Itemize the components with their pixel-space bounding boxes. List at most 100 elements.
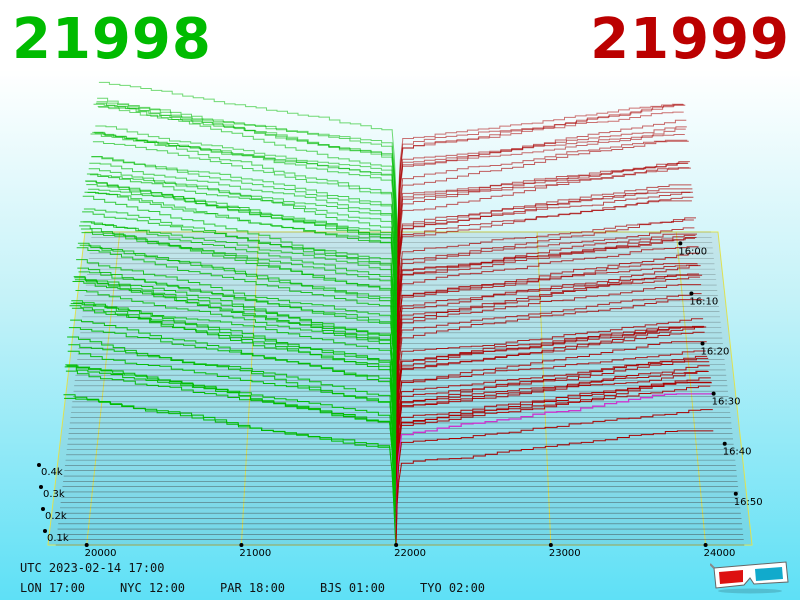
ask-depth-line [395,409,713,539]
bid-depth-line [91,156,398,296]
ask-depth-line [396,341,707,476]
ask-depth-line [395,361,710,502]
bid-depth-line [84,191,398,359]
bid-depth-line [76,247,397,428]
bid-depth-line [63,394,397,545]
ask-depth-line [396,252,700,402]
axis-labels: 20000 21000 22000 23000 24000 0.1k 0.2k 0.3k 0.4… [37,241,763,559]
time-tick-label: 16:00 [678,246,707,257]
bid-depth-line [67,336,397,513]
ask-depth-line [396,265,701,412]
volume-tick-marker [37,463,41,467]
bid-depth-line [96,101,398,253]
bid-depth-line [66,365,397,518]
bid-depth-line [75,290,397,439]
time-tick-marker [689,291,694,296]
price-tick-marker [548,543,553,547]
tz-paris: PAR 18:00 [220,581,286,595]
price-tick-label: 21000 [239,548,271,559]
bid-depth-line [77,267,397,423]
bid-depth-line [88,188,398,327]
bid-depth-line [86,173,398,338]
ask-depth-line [395,365,710,508]
ask-depth-line [396,217,696,364]
time-tick-marker [711,391,716,396]
ask-depth-line [395,430,714,545]
floor-tint [48,232,752,545]
time-tick-label: 16:30 [712,397,741,408]
bid-depth-line [68,344,397,502]
ask-depth-line [396,233,697,375]
time-tick-marker [678,241,683,246]
ask-depth-line [397,140,689,290]
bid-depth-line [68,327,397,497]
bid-depth-line [90,133,398,306]
volume-tick-label: 0.2k [45,511,67,522]
ask-depth-line [396,274,703,428]
bid-depth-line [70,303,397,481]
bid-depth-line [98,81,399,232]
ask-depth-line [396,234,696,359]
bid-depth-line [67,350,397,508]
bid-price: 21998 [12,7,212,72]
ask-depth-line [396,263,698,380]
bid-depth-line [89,174,398,311]
ask-depth-line [395,382,712,529]
price-tick-marker [394,543,399,547]
ask-depth-line [396,318,704,439]
ask-depth-line [397,139,688,274]
ask-depth-line [397,167,690,296]
ask-depth-series [395,103,714,545]
bid-depth-line [85,180,398,354]
volume-tick-marker [43,529,47,533]
time-tick-marker [700,341,705,346]
time-tick-label: 16:40 [723,447,752,458]
time-tick-marker [733,491,738,496]
ask-depth-line [396,299,703,433]
bid-depth-line [77,242,397,417]
ask-depth-line [396,246,699,391]
bid-depth-line [88,168,398,322]
ask-depth-line [396,325,705,449]
bid-depth-line [92,131,398,290]
time-tick-label: 16:50 [734,497,763,508]
ask-depth-line [396,196,694,338]
price-tick-marker [703,543,708,547]
bid-depth-line [91,156,398,301]
ask-depth-line [397,161,690,301]
ask-depth-line [397,103,684,232]
utc-timestamp: UTC 2023-02-14 17:00 [20,561,165,575]
volume-tick-label: 0.1k [47,533,69,544]
ask-depth-line-latest [395,393,713,534]
time-tick-label: 16:10 [689,296,718,307]
bid-depth-line [95,125,398,264]
bid-depth-line [82,195,398,375]
bid-depth-line [64,366,397,534]
ask-depth-line [396,326,706,460]
bid-depth-line [79,225,398,407]
time-tick-label: 16:20 [701,347,730,358]
bid-depth-line [72,281,397,465]
bid-depth-line [71,300,397,476]
ask-depth-line [396,326,707,470]
3d-glasses-icon[interactable] [710,558,790,594]
tz-new-york: NYC 12:00 [120,581,186,595]
ask-depth-line [397,167,691,311]
bid-depth-line [95,102,398,258]
price-tick-label: 24000 [704,548,736,559]
ask-price: 21999 [590,7,790,72]
bid-depth-line [69,305,397,492]
bid-depth-line [80,221,398,396]
ask-depth-line [396,227,695,349]
bid-depth-line [93,103,398,280]
ask-depth-line [396,219,694,343]
ask-depth-line [397,104,686,253]
bid-depth-line [92,141,398,285]
tz-beijing: BJS 01:00 [320,581,386,595]
volume-tick-marker [39,485,43,489]
price-tick-label: 23000 [549,548,581,559]
volume-tick-marker [41,507,45,511]
price-gridline [86,231,121,546]
ask-depth-line [396,273,699,396]
